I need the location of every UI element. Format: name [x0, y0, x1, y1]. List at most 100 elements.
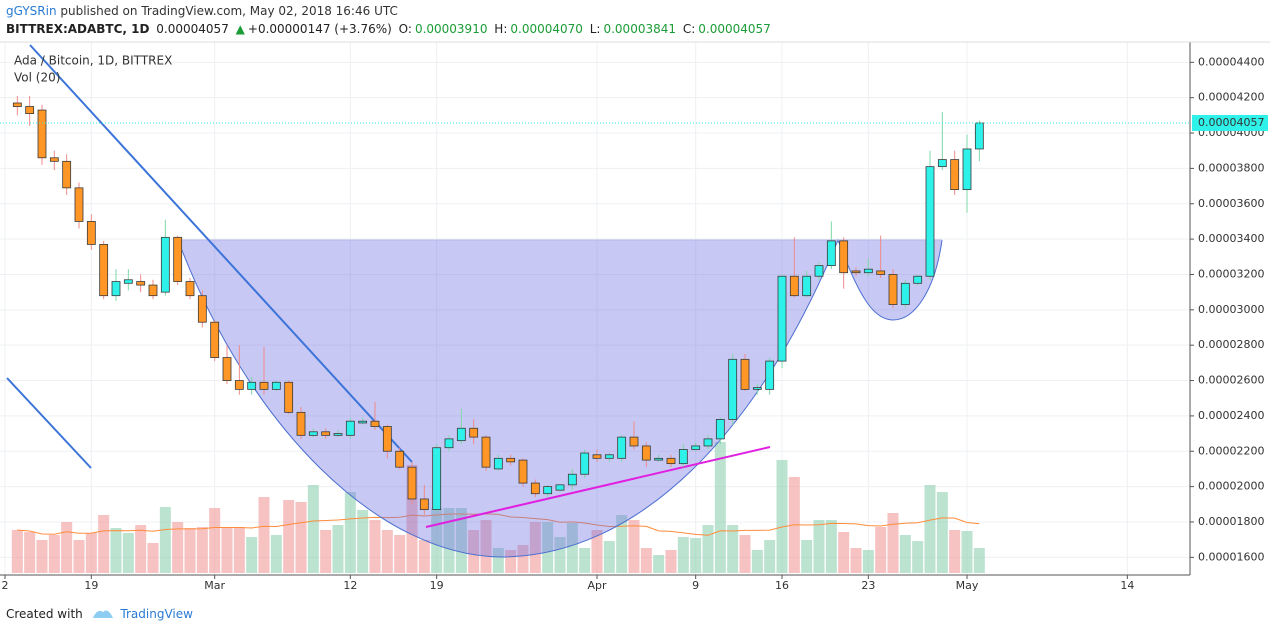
candle-body	[296, 411, 306, 436]
volume-bar	[912, 541, 924, 573]
volume-bar	[887, 513, 899, 573]
o-value: 0.00003910	[414, 22, 488, 36]
y-tick-label: 0.00002800	[1198, 338, 1264, 351]
candle-body	[777, 275, 787, 362]
candle-body	[62, 160, 72, 189]
volume-bar	[418, 540, 430, 573]
volume-bar	[431, 508, 443, 573]
volume-bar	[973, 548, 985, 573]
y-tick-label: 0.00004400	[1198, 55, 1264, 68]
candle-body	[74, 187, 84, 222]
candle-body	[49, 157, 59, 162]
volume-bar	[665, 550, 677, 573]
volume-bar	[196, 527, 208, 573]
volume-bar	[764, 540, 776, 573]
last-price: 0.00004057	[156, 22, 229, 36]
candle-body	[321, 431, 331, 436]
volume-label: Vol (20)	[14, 71, 60, 85]
axes: 0.00001600 0.00001800 0.00002000 0.00002200…	[0, 41, 1270, 592]
candle-body	[937, 159, 947, 168]
candle-body	[691, 445, 701, 450]
candle-body	[765, 360, 775, 390]
candle-body	[913, 275, 923, 284]
volume-bar	[727, 525, 739, 573]
volume-bar	[579, 548, 591, 573]
candle-body	[37, 109, 47, 159]
support-line	[425, 446, 771, 528]
y-tick-label: 0.00003200	[1198, 267, 1264, 280]
y-tick-label: 0.00002200	[1198, 444, 1264, 457]
volume-bar	[135, 525, 147, 573]
volume-bar	[616, 515, 628, 573]
candle-body	[259, 381, 269, 390]
candle-body	[395, 450, 405, 468]
candle-body	[506, 457, 516, 463]
cup-area	[178, 240, 942, 557]
candle-body	[432, 447, 442, 510]
volume-bar	[246, 537, 258, 573]
publish-line: gGYSRin published on TradingView.com, Ma…	[6, 4, 398, 18]
candle-body	[543, 486, 553, 495]
volume-bar	[850, 548, 862, 573]
volume-bar	[492, 548, 504, 573]
x-tick-label: Apr	[587, 579, 607, 592]
candle-body	[160, 236, 170, 293]
candle-body	[802, 275, 812, 297]
volume-bar	[480, 520, 492, 573]
y-tick-label: 0.00002600	[1198, 374, 1264, 387]
x-tick-label: Mar	[204, 579, 225, 592]
x-tick-label: May	[956, 579, 979, 592]
volume-bar	[949, 530, 961, 573]
author[interactable]: gGYSRin	[6, 4, 57, 18]
x-tick-label: 2	[2, 579, 9, 592]
volume-bar	[258, 497, 270, 573]
h-value: 0.00004070	[510, 22, 583, 36]
candle-body	[382, 426, 392, 452]
candle-body	[703, 438, 713, 447]
volume-bar	[554, 537, 566, 573]
volume-bar	[406, 465, 418, 573]
change: +0.00000147 (+3.76%)	[247, 22, 392, 36]
candle-body	[789, 275, 799, 297]
trend-line	[29, 44, 413, 463]
volume-bar	[184, 528, 196, 573]
volume-ma	[17, 513, 980, 536]
candle-body	[950, 159, 960, 191]
x-tick-label: 9	[692, 579, 699, 592]
volume-bar	[36, 540, 48, 573]
candle-body	[580, 452, 590, 475]
up-arrow: ▲	[235, 22, 245, 36]
volume-pane	[11, 442, 985, 573]
candle-body	[271, 381, 281, 390]
volume-bar	[381, 530, 393, 573]
volume-bar	[320, 530, 332, 573]
candle-body	[469, 427, 479, 438]
brand[interactable]: TradingView	[120, 607, 193, 621]
last-price-label: 0.00004057	[1198, 116, 1264, 129]
volume-bar	[529, 522, 541, 573]
volume-bar	[603, 541, 615, 573]
volume-bar	[702, 525, 714, 573]
candle-body	[826, 240, 836, 267]
volume-bar	[517, 545, 529, 573]
volume-bar	[394, 535, 406, 573]
y-tick-label: 0.00001600	[1198, 550, 1264, 563]
candle-body	[308, 431, 318, 436]
volume-bar	[307, 485, 319, 573]
x-tick-label: 12	[343, 579, 357, 592]
candle-body	[518, 459, 528, 484]
candle-body	[728, 358, 738, 420]
volume-bar	[640, 548, 652, 573]
candle-body	[888, 274, 898, 305]
volume-bar	[221, 527, 233, 573]
candle-body	[493, 457, 503, 470]
volume-bar	[270, 535, 282, 573]
volume-bar	[147, 543, 159, 573]
candle-body	[863, 268, 873, 274]
volume-bar	[48, 535, 60, 573]
volume-bar	[443, 508, 455, 573]
volume-bar	[505, 550, 517, 573]
volume-bar	[332, 525, 344, 573]
